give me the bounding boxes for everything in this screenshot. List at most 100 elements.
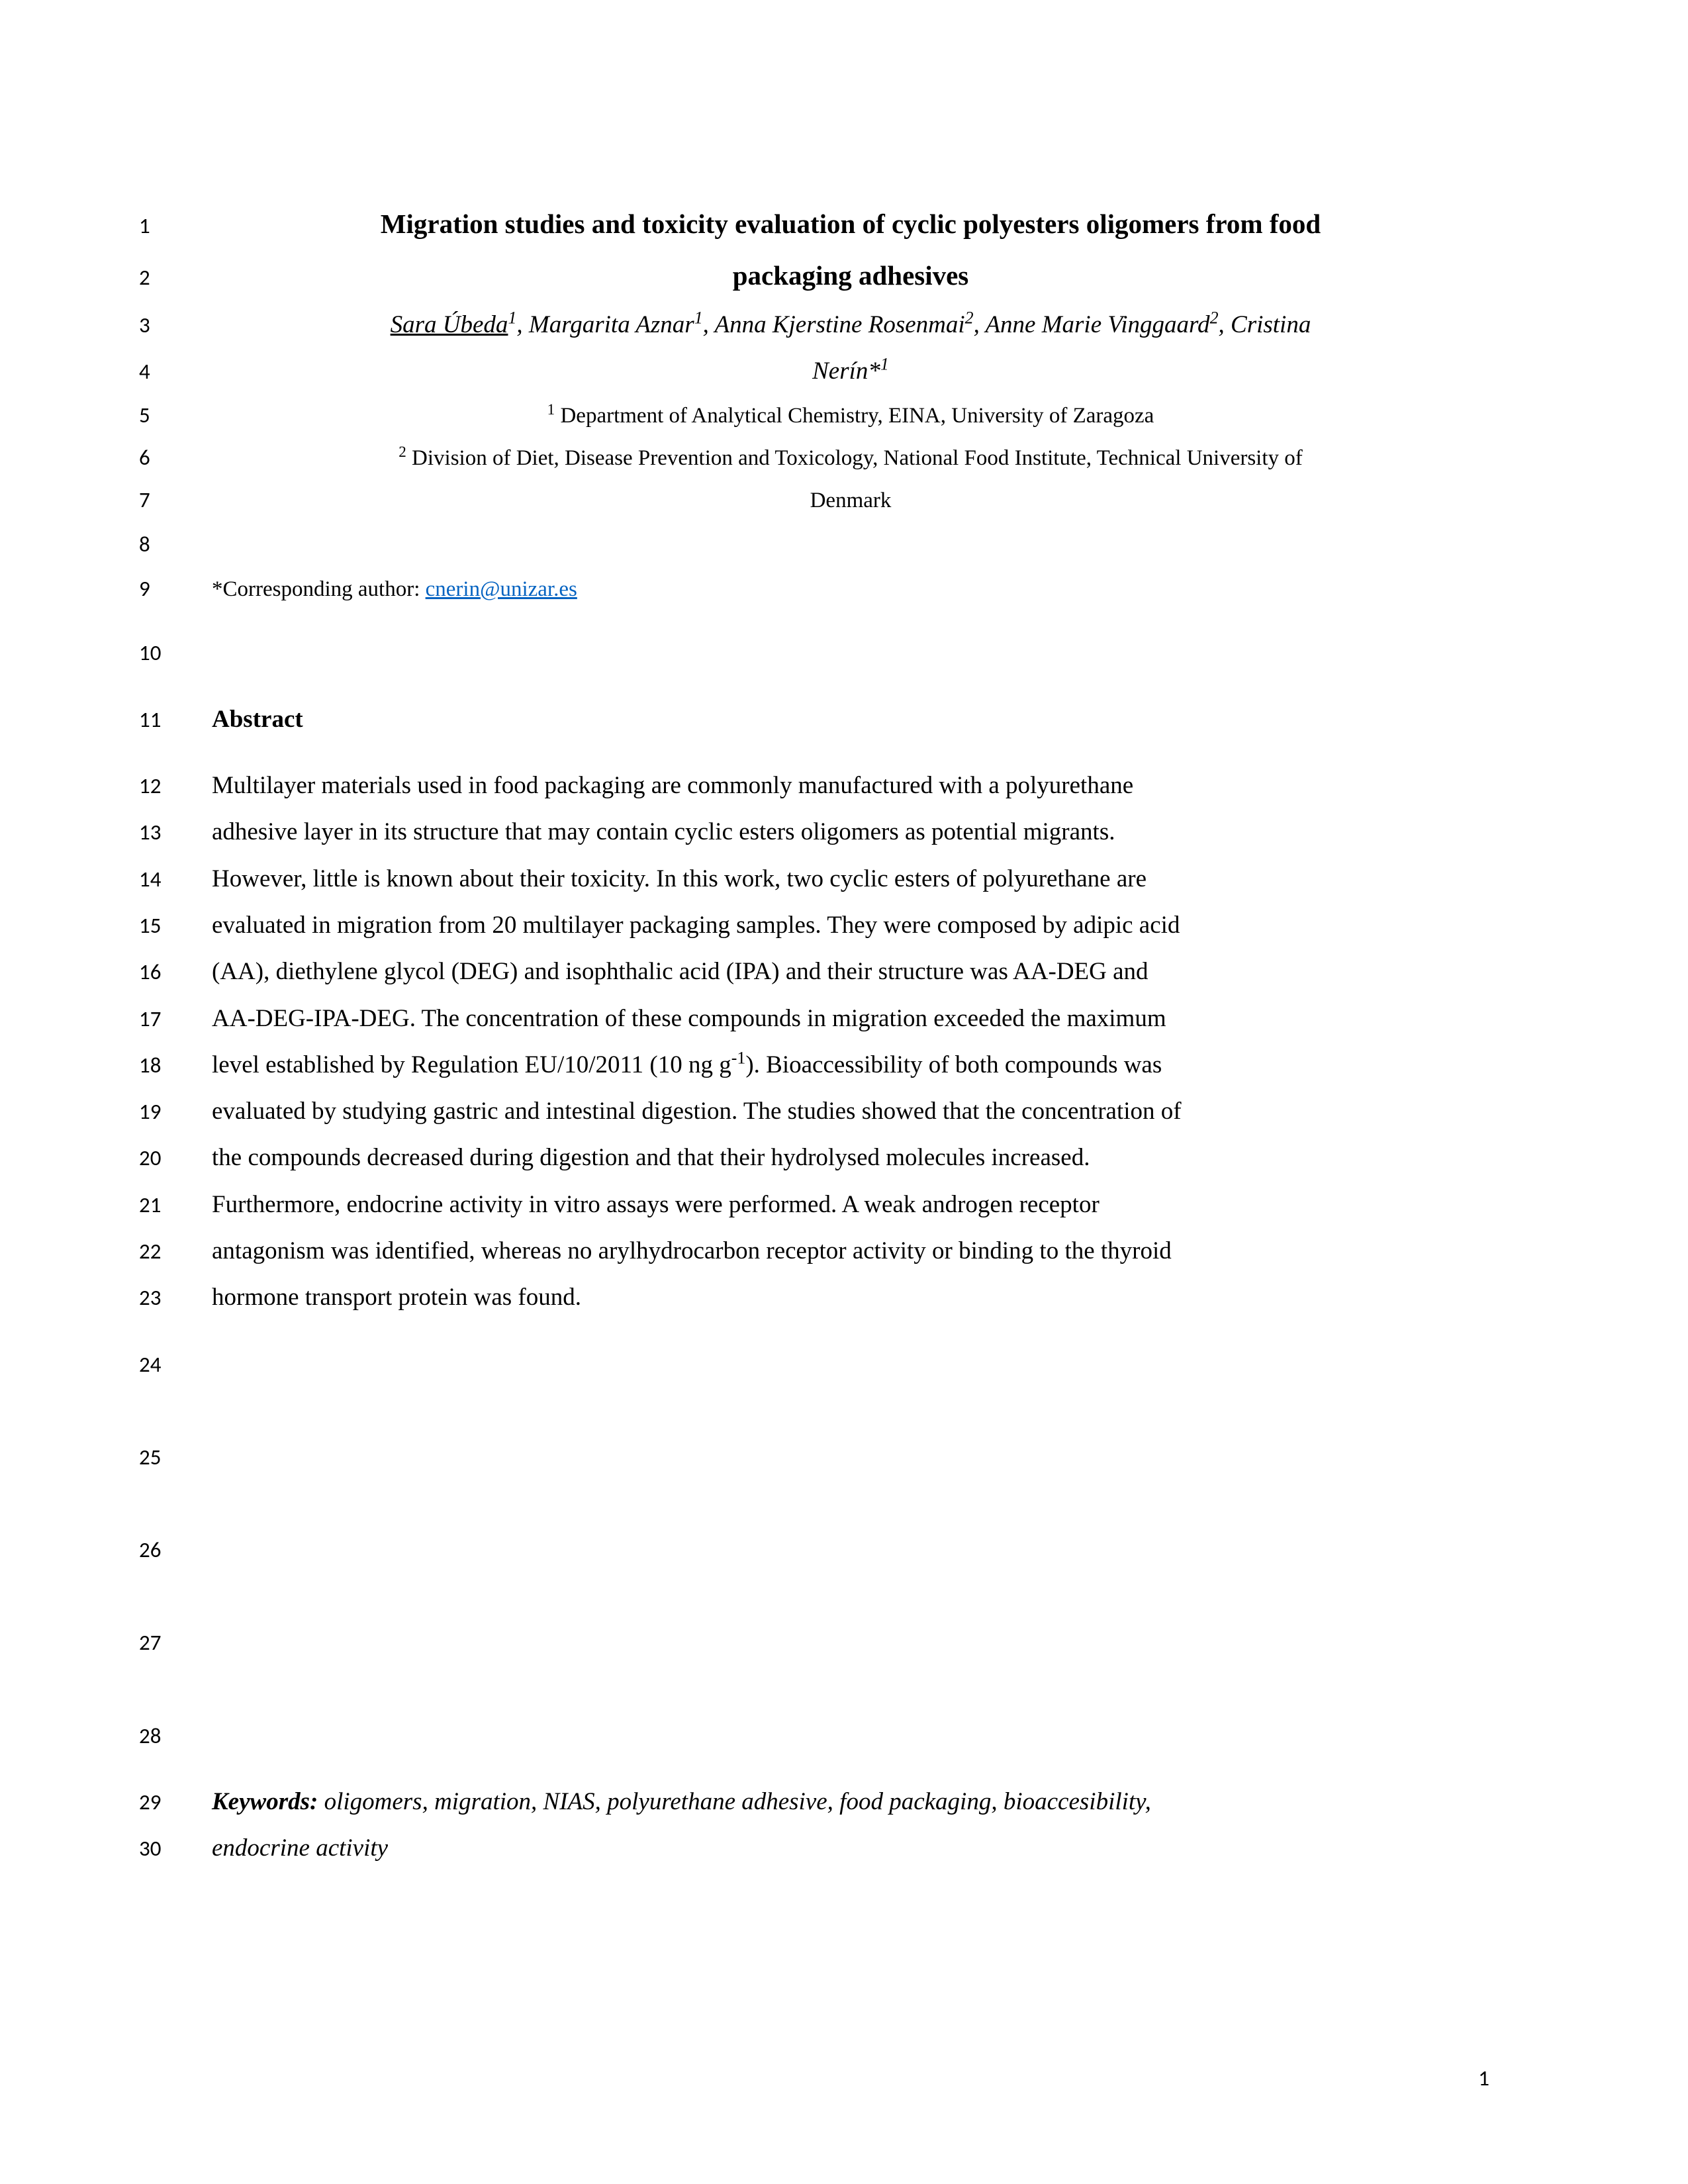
line-number: 11: [139, 699, 212, 741]
line-number: 3: [139, 305, 212, 346]
abstract-body-line: 14However, little is known about their t…: [139, 856, 1489, 902]
body-text: Multilayer materials used in food packag…: [212, 763, 1489, 809]
abstract-body-line: 20the compounds decreased during digesti…: [139, 1135, 1489, 1181]
abstract-body-line: 22antagonism was identified, whereas no …: [139, 1228, 1489, 1274]
line-number: 8: [139, 524, 212, 565]
blank-line: 27: [139, 1619, 1489, 1666]
body-fragment: level established by Regulation EU/10/20…: [212, 1051, 731, 1078]
corresponding-email-link[interactable]: cnerin@unizar.es: [426, 577, 577, 601]
abstract-body-line: 15evaluated in migration from 20 multila…: [139, 902, 1489, 949]
body-text: Furthermore, endocrine activity in vitro…: [212, 1182, 1489, 1228]
line-number: 7: [139, 479, 212, 521]
author: , Cristina: [1219, 311, 1311, 338]
page-number: 1: [1478, 2065, 1489, 2091]
author: Nerín*: [812, 357, 880, 385]
author-presenting: Sara Úbeda: [391, 311, 508, 338]
line-number: 24: [139, 1344, 212, 1386]
body-text: level established by Regulation EU/10/20…: [212, 1042, 1489, 1088]
affiliation-text: 2 Division of Diet, Disease Prevention a…: [212, 438, 1489, 479]
abstract-body-line: 19evaluated by studying gastric and inte…: [139, 1088, 1489, 1135]
blank-line: 26: [139, 1527, 1489, 1573]
line-number: 1: [139, 205, 212, 247]
line-number: 21: [139, 1184, 212, 1226]
author: , Margarita Aznar: [516, 311, 694, 338]
line-number: 20: [139, 1137, 212, 1179]
line-number: 17: [139, 998, 212, 1040]
body-text: However, little is known about their tox…: [212, 856, 1489, 902]
body-text: the compounds decreased during digestion…: [212, 1135, 1489, 1181]
author-affil-sup: 1: [508, 308, 516, 327]
spacing: [139, 1573, 1489, 1619]
spacing: [139, 610, 1489, 630]
body-text: adhesive layer in its structure that may…: [212, 809, 1489, 855]
spacing: [139, 1480, 1489, 1527]
line-number: 27: [139, 1622, 212, 1664]
spacing: [139, 1388, 1489, 1434]
manuscript-page: 1 Migration studies and toxicity evaluat…: [0, 0, 1688, 2184]
abstract-body-line: 16(AA), diethylene glycol (DEG) and isop…: [139, 949, 1489, 995]
line-number: 25: [139, 1437, 212, 1478]
affiliation-text: Denmark: [212, 480, 1489, 522]
line-number: 28: [139, 1715, 212, 1757]
spacing: [139, 1666, 1489, 1713]
body-text: evaluated by studying gastric and intest…: [212, 1088, 1489, 1135]
blank-line: 28: [139, 1713, 1489, 1759]
line-number: 30: [139, 1828, 212, 1870]
abstract-body-line: 23hormone transport protein was found.: [139, 1274, 1489, 1321]
title-text: packaging adhesives: [212, 250, 1489, 302]
line-number: 18: [139, 1045, 212, 1086]
line-number: 16: [139, 951, 212, 993]
affiliation-line-3: 7 Denmark: [139, 479, 1489, 522]
abstract-body-line: 13adhesive layer in its structure that m…: [139, 809, 1489, 855]
author-affil-sup: 1: [694, 308, 703, 327]
line-number: 19: [139, 1091, 212, 1133]
line-number: 9: [139, 568, 212, 610]
title-line-1: 1 Migration studies and toxicity evaluat…: [139, 199, 1489, 250]
keywords-body: oligomers, migration, NIAS, polyurethane…: [318, 1788, 1151, 1815]
affil-body: Division of Diet, Disease Prevention and…: [406, 446, 1303, 470]
author-affil-sup: 2: [965, 308, 974, 327]
keywords-line-2: 30 endocrine activity: [139, 1825, 1489, 1872]
title-line-2: 2 packaging adhesives: [139, 250, 1489, 302]
blank-line: 8: [139, 521, 1489, 567]
body-text: AA-DEG-IPA-DEG. The concentration of the…: [212, 996, 1489, 1042]
corresponding-author-text: *Corresponding author: cnerin@unizar.es: [212, 569, 1489, 610]
corr-prefix: *Corresponding author:: [212, 577, 426, 601]
affil-body: Department of Analytical Chemistry, EINA…: [555, 404, 1154, 428]
line-number: 22: [139, 1231, 212, 1272]
authors-text: Sara Úbeda1, Margarita Aznar1, Anna Kjer…: [212, 302, 1489, 348]
title-text: Migration studies and toxicity evaluatio…: [212, 199, 1489, 250]
line-number: 26: [139, 1529, 212, 1571]
spacing: [139, 677, 1489, 696]
line-number: 14: [139, 859, 212, 900]
line-number: 15: [139, 905, 212, 947]
abstract-body-line: 21Furthermore, endocrine activity in vit…: [139, 1182, 1489, 1228]
spacing: [139, 743, 1489, 763]
body-fragment: ). Bioaccessibility of both compounds wa…: [745, 1051, 1162, 1078]
author-affil-sup: 2: [1210, 308, 1219, 327]
body-text: antagonism was identified, whereas no ar…: [212, 1228, 1489, 1274]
authors-line-2: 4 Nerín*1: [139, 348, 1489, 395]
affiliation-text: 1 Department of Analytical Chemistry, EI…: [212, 395, 1489, 437]
affil-sup: 1: [547, 401, 555, 418]
spacing: [139, 1759, 1489, 1779]
line-number: 10: [139, 632, 212, 674]
affiliation-line-2: 6 2 Division of Diet, Disease Prevention…: [139, 437, 1489, 479]
blank-line: 24: [139, 1341, 1489, 1388]
author: , Anne Marie Vinggaard: [974, 311, 1210, 338]
blank-line: 10: [139, 630, 1489, 676]
line-number: 2: [139, 257, 212, 299]
line-number: 13: [139, 812, 212, 853]
corresponding-author-line: 9 *Corresponding author: cnerin@unizar.e…: [139, 568, 1489, 610]
authors-line-1: 3 Sara Úbeda1, Margarita Aznar1, Anna Kj…: [139, 302, 1489, 348]
abstract-body-line: 17AA-DEG-IPA-DEG. The concentration of t…: [139, 996, 1489, 1042]
abstract-heading-line: 11 Abstract: [139, 696, 1489, 743]
abstract-body-line: 18 level established by Regulation EU/10…: [139, 1042, 1489, 1088]
abstract-heading: Abstract: [212, 696, 1489, 743]
line-number: 29: [139, 1781, 212, 1823]
line-number: 23: [139, 1277, 212, 1319]
line-number: 5: [139, 395, 212, 436]
body-text: evaluated in migration from 20 multilaye…: [212, 902, 1489, 949]
authors-text: Nerín*1: [212, 348, 1489, 395]
spacing: [139, 1321, 1489, 1341]
